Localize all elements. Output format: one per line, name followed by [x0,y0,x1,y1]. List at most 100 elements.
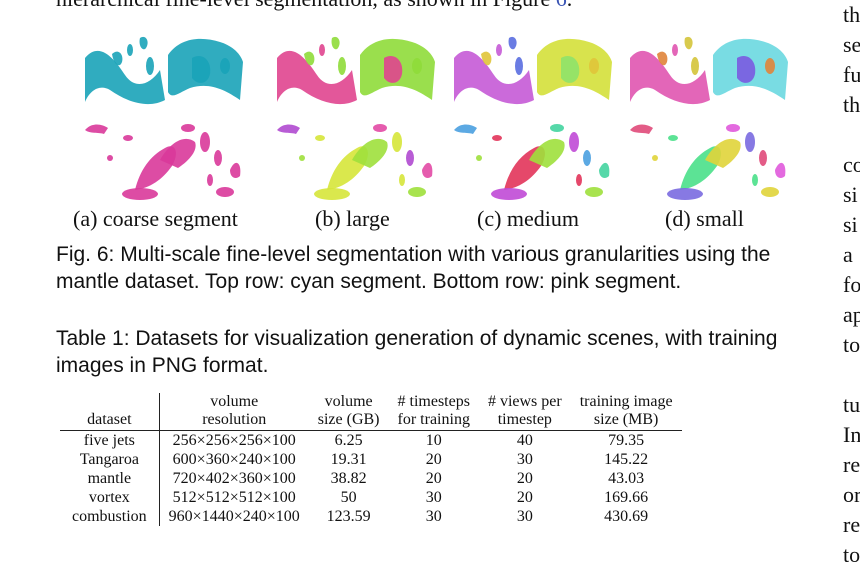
subfigure-medium [449,30,614,200]
segment-blob [139,36,148,50]
table-cell: 79.35 [608,431,645,449]
segment-blob [207,174,213,186]
segment-blob [672,44,678,56]
segment-blob [583,150,591,166]
segment-blob [122,188,158,200]
right-column-line: a [843,242,853,267]
segment-blob [726,124,740,132]
table-header-row: dataset volume resolution volume size (GB)… [60,393,682,431]
segment-blob [352,138,388,168]
subfigure-large [272,30,437,200]
segment-blob [123,135,133,141]
segment-blob [765,58,775,74]
segment-blob [550,124,564,132]
table-cell: 30 [425,507,442,525]
segment-blob [146,57,154,75]
segment-blob [684,36,693,50]
segment-blob [216,187,234,197]
segment-blob [406,150,414,166]
segment-blob [657,51,668,66]
segment-blob [585,187,603,197]
segment-blob [529,138,565,168]
table-row: mantle 720×402×360×100 38.82 20 20 43.03 [60,469,682,488]
right-column-line: co [843,152,860,177]
table-cell: Tangaroa [60,450,160,469]
segment-blob [630,50,710,105]
table-cell: 30 [516,450,533,468]
header-volume-resolution: volume resolution [159,393,309,431]
table-cell: 145.22 [604,450,649,468]
segment-blob [652,155,658,161]
table-cell: 30 [425,488,442,506]
segmentation-render [277,36,435,200]
segment-blob [331,36,340,50]
segment-blob [220,58,230,74]
table-row: five jets 256×256×256×100 6.25 10 40 79.… [60,430,682,450]
segment-blob [214,150,222,166]
segment-blob [561,55,580,83]
segment-blob [496,44,502,56]
segment-blob [454,50,534,105]
right-column-line: si [843,182,858,207]
table-cell: 600×360×240×100 [172,450,296,468]
table-cell: 430.69 [604,507,649,525]
table-cell: 43.03 [608,469,645,487]
segment-blob [160,138,196,168]
right-column-line: re [843,452,860,477]
table-cell: 123.59 [326,507,371,525]
right-column-line: to [843,542,860,567]
table-cell: 6.25 [334,431,363,449]
segment-blob [85,124,108,134]
header-timesteps: # timesteps for training [388,393,479,431]
segment-blob [775,162,786,178]
segment-blob [752,174,758,186]
segment-blob [399,174,405,186]
subfigure-caption-d: (d) small [665,206,744,231]
table-cell: 10 [425,431,442,449]
segment-blob [408,187,426,197]
table-cell: vortex [60,488,160,507]
segment-blob [200,132,210,152]
right-column-line: ap [843,302,860,327]
segment-blob [491,188,527,200]
header-dataset: dataset [60,393,160,431]
subfigure-coarse-segment [80,30,245,200]
right-column-line: se [843,32,860,57]
figure-reference-link[interactable]: 6 [556,0,567,11]
table-cell: 19.31 [330,450,367,468]
right-column-line: fu [843,62,860,87]
right-column-line: th [843,92,860,117]
segment-blob [515,57,523,75]
segment-blob [112,51,123,66]
subfigure-caption-b: (b) large [315,206,390,231]
right-column-line: In [843,422,860,447]
segment-blob [422,162,433,178]
subfigure-caption-a: (a) coarse segment [73,206,238,231]
table-cell: 20 [425,450,442,468]
header-image-size: training image size (MB) [570,393,682,431]
right-column-text: th se fu th co si si a fo ap to tu In re or re to [843,0,860,570]
table-cell: 169.66 [604,488,649,506]
segmentation-render [85,36,243,200]
segment-blob [277,50,357,105]
segment-blob [338,57,346,75]
table-cell: 20 [516,488,533,506]
segment-blob [481,51,492,66]
segmentation-render [454,36,612,200]
segment-blob [373,124,387,132]
segment-blob [277,124,300,134]
table-cell: combustion [60,507,160,526]
table-cell: mantle [60,469,160,488]
table-cell: 50 [340,488,357,506]
header-views: # views per timestep [478,393,571,431]
segment-blob [759,150,767,166]
table-cell: 40 [516,431,533,449]
segment-blob [192,55,211,83]
subfigure-caption-c: (c) medium [477,206,580,231]
segment-blob [667,188,703,200]
segment-blob [508,36,517,50]
table-row: Tangaroa 600×360×240×100 19.31 20 30 145… [60,450,682,469]
right-column-line [843,120,860,150]
right-column-line: si [843,212,858,237]
right-column-line: fo [843,272,860,297]
